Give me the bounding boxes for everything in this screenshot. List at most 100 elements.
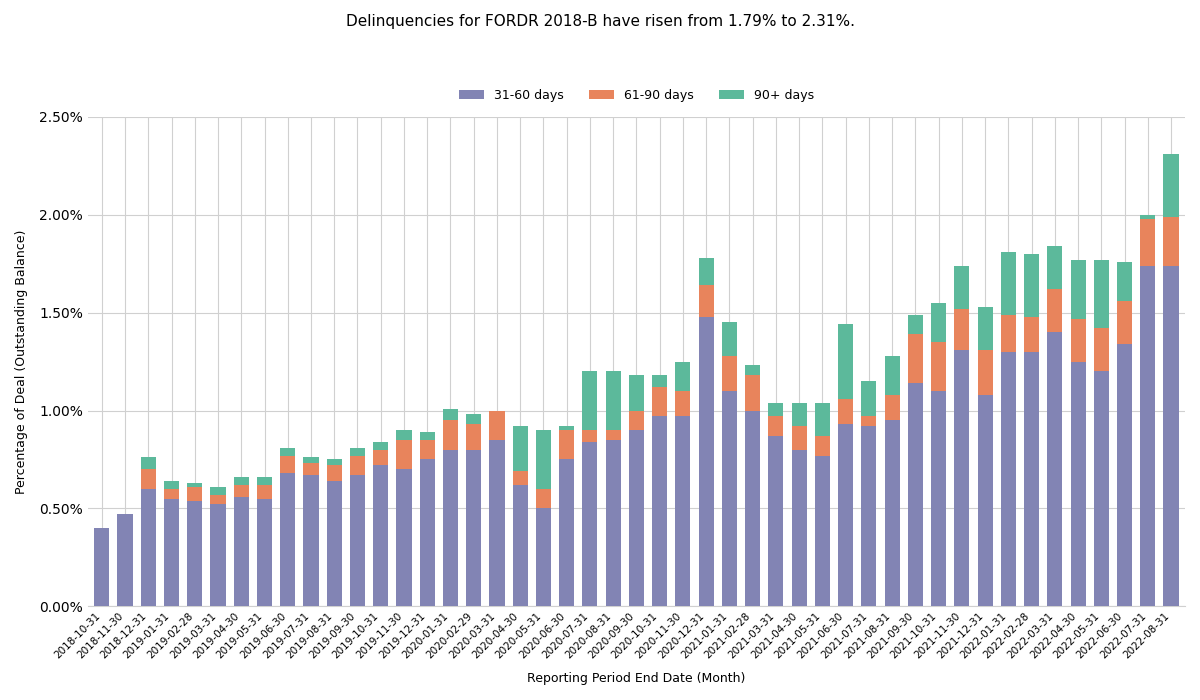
Bar — [466, 424, 481, 449]
Bar — [792, 426, 806, 449]
Bar — [582, 430, 598, 442]
Bar — [978, 350, 992, 395]
Bar — [768, 436, 784, 606]
Bar — [838, 424, 853, 606]
Legend: 31-60 days, 61-90 days, 90+ days: 31-60 days, 61-90 days, 90+ days — [454, 84, 818, 107]
Bar — [838, 399, 853, 424]
Bar — [280, 448, 295, 456]
Bar — [698, 285, 714, 316]
Bar — [582, 442, 598, 606]
Bar — [1117, 344, 1132, 606]
Bar — [257, 477, 272, 485]
Bar — [1093, 372, 1109, 606]
Bar — [606, 440, 620, 606]
Bar — [140, 469, 156, 489]
Bar — [676, 362, 690, 391]
Bar — [1164, 265, 1178, 606]
Bar — [350, 475, 365, 606]
Bar — [1140, 265, 1156, 606]
Bar — [187, 487, 203, 500]
Bar — [652, 375, 667, 387]
Bar — [1048, 289, 1062, 332]
Bar — [745, 375, 761, 410]
Bar — [954, 350, 970, 606]
Bar — [722, 356, 737, 391]
Bar — [884, 356, 900, 395]
Bar — [512, 471, 528, 485]
Bar — [629, 430, 644, 606]
Bar — [931, 303, 946, 342]
Bar — [95, 528, 109, 606]
Bar — [815, 402, 830, 436]
Y-axis label: Percentage of Deal (Outstanding Balance): Percentage of Deal (Outstanding Balance) — [16, 230, 28, 494]
Bar — [908, 383, 923, 606]
Bar — [652, 387, 667, 416]
Bar — [512, 426, 528, 471]
Bar — [1024, 254, 1039, 316]
Bar — [884, 420, 900, 606]
Bar — [908, 314, 923, 334]
Bar — [1024, 352, 1039, 606]
Bar — [536, 430, 551, 489]
Bar — [257, 498, 272, 606]
Bar — [884, 395, 900, 420]
Bar — [350, 456, 365, 475]
Bar — [559, 426, 575, 430]
Bar — [862, 426, 876, 606]
Bar — [234, 485, 248, 496]
Bar — [629, 410, 644, 430]
Bar — [164, 498, 179, 606]
Bar — [326, 466, 342, 481]
Bar — [350, 448, 365, 456]
Bar — [210, 487, 226, 495]
Bar — [978, 307, 992, 350]
Bar — [304, 475, 318, 606]
Bar — [536, 508, 551, 606]
Bar — [792, 449, 806, 606]
Bar — [420, 440, 434, 459]
Bar — [582, 372, 598, 430]
Bar — [443, 420, 458, 449]
Bar — [396, 440, 412, 469]
Bar — [931, 342, 946, 391]
Bar — [676, 391, 690, 416]
Bar — [559, 430, 575, 459]
Bar — [652, 416, 667, 606]
Bar — [490, 440, 504, 606]
Bar — [118, 514, 132, 606]
Bar — [466, 449, 481, 606]
Bar — [629, 375, 644, 410]
Bar — [676, 416, 690, 606]
Bar — [606, 372, 620, 430]
Bar — [978, 395, 992, 606]
Bar — [559, 459, 575, 606]
Bar — [396, 430, 412, 440]
Bar — [606, 430, 620, 440]
Bar — [490, 410, 504, 440]
Text: Delinquencies for FORDR 2018-B have risen from 1.79% to 2.31%.: Delinquencies for FORDR 2018-B have rise… — [346, 14, 854, 29]
Bar — [815, 436, 830, 456]
Bar — [698, 316, 714, 606]
Bar — [1093, 260, 1109, 328]
Bar — [420, 432, 434, 440]
Bar — [862, 381, 876, 416]
Bar — [1164, 217, 1178, 265]
Bar — [420, 459, 434, 606]
Bar — [1001, 314, 1016, 352]
Bar — [164, 481, 179, 489]
Bar — [466, 414, 481, 424]
Bar — [1048, 246, 1062, 289]
Bar — [326, 459, 342, 466]
Bar — [234, 496, 248, 606]
Bar — [1070, 318, 1086, 362]
Bar — [908, 334, 923, 383]
Bar — [326, 481, 342, 606]
Bar — [1117, 262, 1132, 301]
Bar — [373, 466, 389, 606]
Bar — [396, 469, 412, 606]
Bar — [722, 323, 737, 356]
Bar — [1001, 252, 1016, 314]
Bar — [745, 410, 761, 606]
Bar — [210, 505, 226, 606]
Bar — [1070, 260, 1086, 318]
